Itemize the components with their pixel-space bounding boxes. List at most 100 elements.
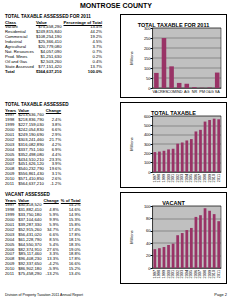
svg-text:1999: 1999 <box>162 174 166 182</box>
html-text:4.5%: 4.5% <box>92 39 103 45</box>
svg-text:20: 20 <box>146 253 151 258</box>
svg-text:2001: 2001 <box>171 174 175 182</box>
svg-text:TOTAL TAXABLE: TOTAL TAXABLE <box>151 110 196 116</box>
svg-text:1999: 1999 <box>162 270 166 278</box>
svg-text:2002: 2002 <box>176 270 180 278</box>
html-text:Nat. Resources: Nat. Resources <box>5 48 34 54</box>
svg-text:TOTAL TAXABLE FOR 2011: TOTAL TAXABLE FOR 2011 <box>138 22 209 28</box>
svg-text:2007: 2007 <box>198 270 202 278</box>
svg-text:2000: 2000 <box>167 174 171 182</box>
svg-text:2011: 2011 <box>217 270 221 278</box>
html-text:$75,458,290: $75,458,290 <box>38 24 62 30</box>
svg-text:0: 0 <box>148 86 151 91</box>
svg-text:2010: 2010 <box>212 270 216 278</box>
html-text:Class: Class <box>5 19 17 25</box>
svg-text:Millions: Millions <box>129 51 134 64</box>
html-text:Years Value: Years Value <box>5 107 30 113</box>
html-text:0.2%: 0.2% <box>92 53 103 59</box>
html-text:Oil and Gas: Oil and Gas <box>5 58 28 64</box>
svg-text:2008: 2008 <box>203 270 207 278</box>
svg-text:2006: 2006 <box>194 174 198 182</box>
svg-text:2004: 2004 <box>185 174 189 182</box>
svg-text:50: 50 <box>146 76 151 81</box>
html-text:$1,251,630: $1,251,630 <box>40 53 62 59</box>
svg-text:2010: 2010 <box>212 174 216 182</box>
html-text:$25,366,410: $25,366,410 <box>38 39 62 45</box>
html-text:0.4%: 0.4% <box>92 58 103 64</box>
html-text:Commercial: Commercial <box>5 34 28 40</box>
html-text:$4,057,090: $4,057,090 <box>40 48 62 54</box>
svg-text:2004: 2004 <box>185 270 189 278</box>
svg-text:NR: NR <box>192 90 198 94</box>
svg-text:O&G: O&G <box>205 90 213 94</box>
svg-text:80: 80 <box>146 216 151 221</box>
html-text:$213,636,760: $213,636,760 <box>18 112 44 118</box>
html-text:0.7%: 0.7% <box>92 48 103 54</box>
svg-text:2009: 2009 <box>208 270 212 278</box>
svg-text:2008: 2008 <box>203 174 207 182</box>
svg-text:Millions: Millions <box>129 137 134 150</box>
html-text:13.7%: 13.7% <box>90 63 103 69</box>
svg-text:2005: 2005 <box>189 270 193 278</box>
svg-text:200: 200 <box>144 46 151 51</box>
svg-text:PM: PM <box>199 90 205 94</box>
svg-text:2009: 2009 <box>208 174 212 182</box>
svg-text:60: 60 <box>146 228 151 233</box>
html-text:Value: Value <box>35 19 47 25</box>
html-text:Total: Total <box>5 68 15 74</box>
svg-text:500: 500 <box>144 123 151 128</box>
html-text:Prod. Mines: Prod. Mines <box>5 53 28 59</box>
svg-text:1997: 1997 <box>153 174 157 182</box>
svg-text:0: 0 <box>148 170 151 175</box>
svg-text:2007: 2007 <box>198 174 202 182</box>
html-text:$77,151,420: $77,151,420 <box>38 63 62 69</box>
html-text:$218,836,790: $218,836,790 <box>18 117 44 123</box>
html-text:1998: 1998 <box>5 117 15 123</box>
html-text:$108,254,190: $108,254,190 <box>35 34 62 40</box>
svg-text:2003: 2003 <box>180 174 184 182</box>
html-text:Percentage of Total: Percentage of Total <box>63 19 103 25</box>
svg-text:IND: IND <box>176 90 183 94</box>
svg-text:2002: 2002 <box>176 174 180 182</box>
svg-text:AG: AG <box>184 90 190 94</box>
html-text:$2,503,260: $2,503,260 <box>40 58 62 64</box>
svg-text:100: 100 <box>144 160 151 165</box>
svg-text:2011: 2011 <box>217 174 221 182</box>
html-text:13.4%: 13.4% <box>90 24 103 30</box>
svg-text:40: 40 <box>146 241 151 246</box>
svg-text:2001: 2001 <box>171 270 175 278</box>
svg-text:2005: 2005 <box>189 174 193 182</box>
svg-text:Millions: Millions <box>129 230 134 243</box>
svg-text:200: 200 <box>144 151 151 156</box>
svg-text:SA: SA <box>215 90 221 94</box>
svg-text:2000: 2000 <box>167 270 171 278</box>
svg-text:VACANT: VACANT <box>162 200 185 206</box>
html-text:$249,815,840: $249,815,840 <box>35 29 62 35</box>
svg-text:1997: 1997 <box>153 270 157 278</box>
html-text:$564,637,210: $564,637,210 <box>35 68 62 74</box>
svg-text:1998: 1998 <box>157 270 161 278</box>
html-text:1999: 1999 <box>5 122 15 128</box>
svg-text:100: 100 <box>144 66 151 71</box>
html-text:Industrial: Industrial <box>5 39 22 45</box>
html-text:100.0%: 100.0% <box>87 68 103 74</box>
svg-text:150: 150 <box>144 56 151 61</box>
svg-text:250: 250 <box>144 36 151 41</box>
html-text:Vacant: Vacant <box>5 24 18 30</box>
html-text:Change: Change <box>45 107 62 113</box>
svg-text:0: 0 <box>148 266 151 271</box>
html-text:MONTROSE COUNTY: MONTROSE COUNTY <box>80 2 152 9</box>
svg-text:COM: COM <box>167 90 176 94</box>
svg-text:2003: 2003 <box>180 270 184 278</box>
svg-text:400: 400 <box>144 132 151 137</box>
html-text:Residential: Residential <box>5 29 26 35</box>
html-text:State Assessed: State Assessed <box>5 63 34 69</box>
html-text:44.2%: 44.2% <box>90 29 103 35</box>
html-text:1997: 1997 <box>5 112 15 118</box>
html-text:2.4%: 2.4% <box>51 117 62 123</box>
html-text:19.2%: 19.2% <box>90 34 103 40</box>
svg-text:2006: 2006 <box>194 270 198 278</box>
svg-text:100: 100 <box>144 204 151 209</box>
svg-text:300: 300 <box>144 142 151 147</box>
svg-text:1998: 1998 <box>157 174 161 182</box>
